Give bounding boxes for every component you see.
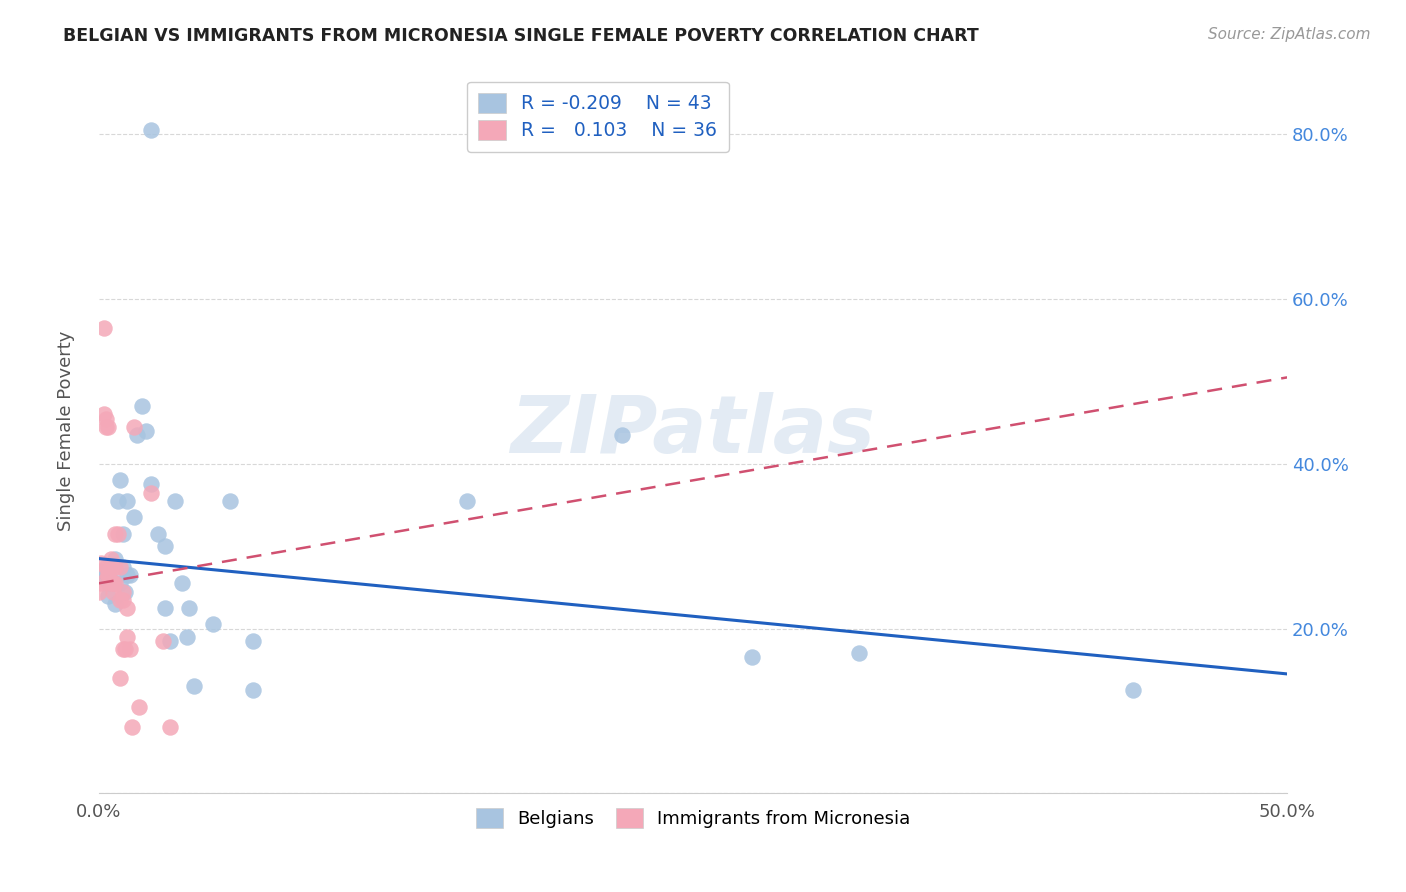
Point	[100, 551, 122, 566]
Point	[170, 576, 193, 591]
Point	[139, 477, 162, 491]
Point	[117, 630, 139, 644]
Point	[100, 559, 122, 574]
Point	[124, 419, 146, 434]
Point	[139, 485, 162, 500]
Point	[1122, 683, 1144, 698]
Point	[159, 634, 181, 648]
Point	[108, 592, 131, 607]
Point	[242, 683, 264, 698]
Point	[104, 559, 127, 574]
Point	[163, 494, 186, 508]
Point	[90, 564, 112, 578]
Point	[93, 321, 115, 335]
Point	[93, 408, 115, 422]
Point	[104, 551, 127, 566]
Point	[131, 399, 153, 413]
Point	[104, 576, 127, 591]
Point	[148, 527, 170, 541]
Point	[101, 584, 124, 599]
Point	[101, 576, 124, 591]
Point	[176, 630, 198, 644]
Point	[155, 539, 177, 553]
Point	[125, 428, 148, 442]
Point	[135, 424, 157, 438]
Point	[848, 646, 870, 660]
Point	[139, 123, 162, 137]
Point	[128, 699, 150, 714]
Point	[104, 597, 127, 611]
Point	[97, 568, 120, 582]
Point	[121, 721, 143, 735]
Point	[177, 601, 200, 615]
Point	[117, 568, 139, 582]
Point	[108, 559, 131, 574]
Text: Source: ZipAtlas.com: Source: ZipAtlas.com	[1208, 27, 1371, 42]
Point	[94, 411, 117, 425]
Text: ZIPatlas: ZIPatlas	[510, 392, 876, 470]
Point	[124, 510, 146, 524]
Point	[108, 671, 131, 685]
Point	[118, 568, 141, 582]
Point	[100, 559, 122, 574]
Point	[104, 527, 127, 541]
Legend: Belgians, Immigrants from Micronesia: Belgians, Immigrants from Micronesia	[468, 801, 918, 835]
Point	[114, 584, 136, 599]
Point	[111, 527, 134, 541]
Point	[94, 572, 117, 586]
Point	[93, 568, 115, 582]
Point	[117, 601, 139, 615]
Point	[97, 568, 120, 582]
Point	[117, 494, 139, 508]
Point	[100, 576, 122, 591]
Point	[107, 527, 129, 541]
Point	[101, 576, 124, 591]
Y-axis label: Single Female Poverty: Single Female Poverty	[58, 331, 75, 531]
Point	[108, 576, 131, 591]
Point	[97, 589, 120, 603]
Point	[118, 642, 141, 657]
Point	[108, 474, 131, 488]
Point	[107, 494, 129, 508]
Point	[111, 592, 134, 607]
Point	[242, 634, 264, 648]
Point	[94, 559, 117, 574]
Point	[201, 617, 224, 632]
Point	[97, 576, 120, 591]
Text: BELGIAN VS IMMIGRANTS FROM MICRONESIA SINGLE FEMALE POVERTY CORRELATION CHART: BELGIAN VS IMMIGRANTS FROM MICRONESIA SI…	[63, 27, 979, 45]
Point	[114, 642, 136, 657]
Point	[94, 419, 117, 434]
Point	[90, 576, 112, 591]
Point	[741, 650, 763, 665]
Point	[111, 584, 134, 599]
Point	[218, 494, 240, 508]
Point	[610, 428, 633, 442]
Point	[159, 721, 181, 735]
Point	[97, 419, 120, 434]
Point	[152, 634, 174, 648]
Point	[111, 559, 134, 574]
Point	[100, 572, 122, 586]
Point	[456, 494, 478, 508]
Point	[90, 556, 112, 570]
Point	[183, 679, 205, 693]
Point	[155, 601, 177, 615]
Point	[87, 584, 110, 599]
Point	[111, 642, 134, 657]
